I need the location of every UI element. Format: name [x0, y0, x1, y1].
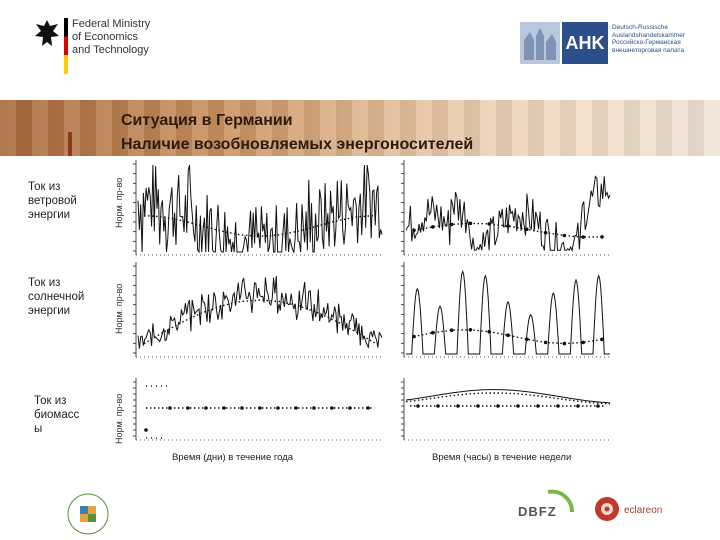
german-flag-bar — [64, 18, 68, 74]
biomass-year-point — [168, 406, 172, 410]
biomass-week-point — [456, 404, 460, 408]
biomass-week-point — [516, 404, 520, 408]
biomass-year-point — [258, 406, 262, 410]
caption-year: Время (дни) в течение года — [172, 452, 294, 463]
biomass-week-series — [405, 389, 611, 404]
biomass-year-point — [276, 406, 280, 410]
solar-year-series — [137, 275, 383, 349]
wind-week-point — [449, 222, 454, 227]
slide-title-line1: Ситуация в Германии — [121, 112, 293, 129]
biomass-year-point — [186, 406, 190, 410]
wind-week-point — [431, 225, 435, 229]
wind-week-point — [562, 233, 567, 238]
wind-week-point — [525, 227, 529, 232]
bmwi-logo — [30, 14, 160, 74]
biomass-year-point — [144, 428, 148, 432]
solar-week-point — [562, 341, 567, 346]
wind-week-series — [405, 175, 611, 252]
biomass-year-point — [312, 406, 316, 410]
biomass-week-point — [536, 404, 540, 408]
ahk-logo-letters: AHK — [562, 22, 608, 64]
wind-year-series — [137, 164, 383, 254]
wind-week-point — [468, 221, 473, 226]
biomass-week-point — [476, 404, 480, 408]
biomass-year-point — [294, 406, 298, 410]
biomass-week-point — [496, 404, 500, 408]
wind-week-point — [581, 235, 585, 239]
biomass-year-point — [348, 406, 352, 410]
ahk-subtext: Deutsch-Russische Auslandshandelskammer … — [612, 24, 685, 54]
dbfz-logo-text: DBFZ — [518, 504, 557, 519]
dbfz-logo-icon — [547, 489, 575, 513]
wind-year-mean — [143, 214, 377, 238]
solar-week-point — [543, 340, 548, 345]
biomass-week-point — [436, 404, 440, 408]
solar-week-point — [506, 333, 510, 337]
bmwi-name: Federal Ministry of Economics and Techno… — [72, 18, 151, 56]
banner-accent — [68, 132, 72, 156]
row-label-solar: Ток из солнечной энергии — [28, 277, 85, 317]
ahk-building-icon — [520, 22, 560, 64]
biomass-week-point — [416, 404, 420, 408]
biomass-week-point — [576, 404, 580, 408]
wind-week-point — [600, 235, 604, 239]
solar-week-point — [412, 334, 416, 339]
biomass-year-point — [366, 406, 370, 410]
title-banner — [0, 100, 720, 156]
biomass-week-mean — [405, 392, 611, 405]
solar-week-point — [600, 337, 604, 342]
wind-week-point — [506, 224, 510, 228]
biomass-year-point — [330, 406, 334, 410]
row-label-biomass: Ток из биомасс ы — [34, 395, 80, 435]
solar-week-point — [525, 337, 529, 341]
biomass-year-point — [222, 406, 226, 410]
wind-week-point — [487, 222, 492, 226]
row-label-wind: Ток из ветровой энергии — [28, 181, 77, 221]
solar-week-point — [468, 328, 473, 332]
eclareon-logo-icon — [595, 497, 619, 521]
eclareon-logo-text: eclareon — [624, 505, 663, 516]
biomass-year-point — [240, 406, 244, 410]
biomass-week-point — [556, 404, 560, 408]
wind-week-point — [543, 230, 548, 235]
eagle-icon — [35, 20, 59, 46]
biomass-week-point — [596, 404, 600, 408]
solar-week-series — [406, 269, 610, 355]
renewables-logo-icon — [67, 493, 109, 535]
biomass-year-point — [204, 406, 208, 410]
slide-title-line2: Наличие возобновляемых энергоносителей — [121, 136, 474, 153]
solar-week-point — [449, 328, 454, 332]
solar-week-point — [431, 330, 435, 335]
energy-charts — [133, 160, 612, 441]
solar-week-point — [487, 329, 492, 334]
solar-week-point — [581, 340, 585, 345]
caption-week: Время (часы) в течение недели — [432, 452, 572, 463]
solar-year-mean — [143, 299, 377, 345]
wind-week-point — [412, 228, 416, 233]
